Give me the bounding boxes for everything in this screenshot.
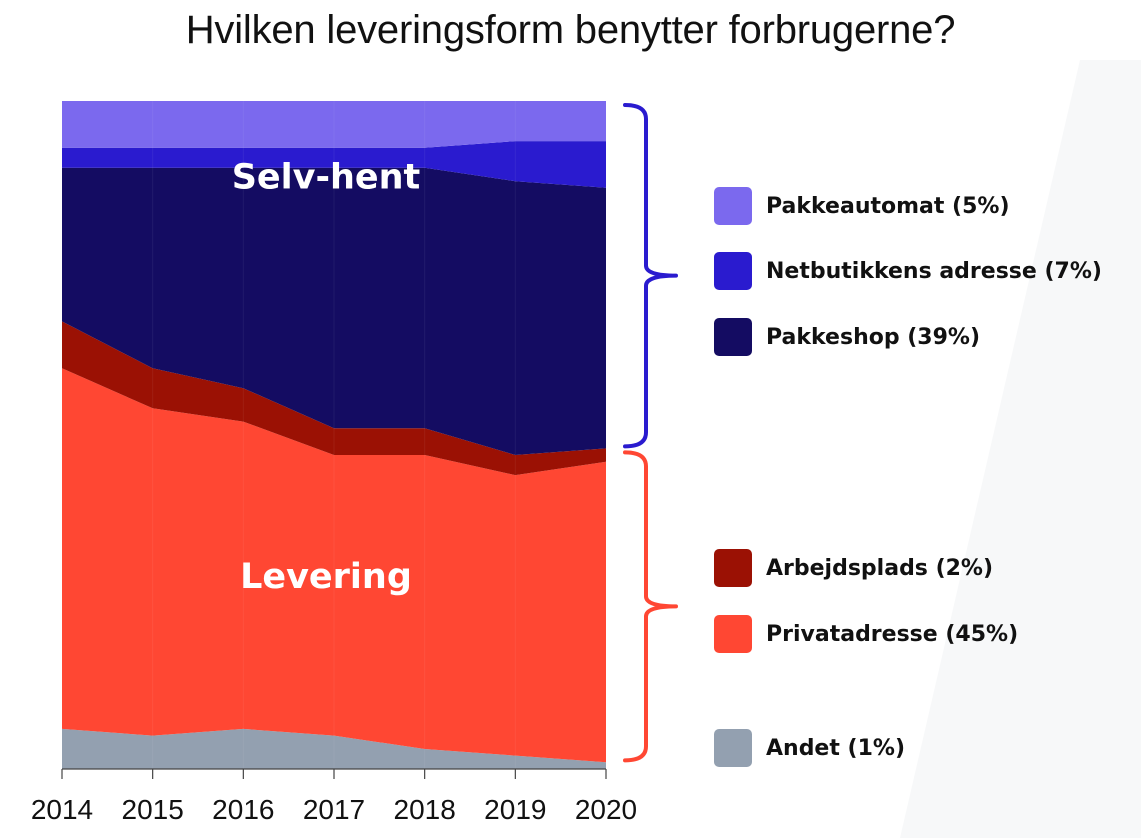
legend-swatch-pakkeautomat [714,187,752,225]
chart-annotations: Selv-hent Levering [232,157,421,597]
legend-item-pakkeshop: Pakkeshop (39%) [714,318,980,356]
legend-item-arbejdsplads: Arbejdsplads (2%) [714,549,993,587]
legend-label-privatadresse: Privatadresse (45%) [766,621,1019,647]
x-tick-label: 2020 [575,794,637,825]
area-andet [62,728,606,769]
x-tick-label: 2017 [303,794,365,825]
legend-swatch-netbutik [714,252,752,290]
legend-item-privatadresse: Privatadresse (45%) [714,615,1018,653]
legend-item-andet: Andet (1%) [714,729,905,767]
legend-swatch-andet [714,729,752,767]
legend-label-pakkeautomat: Pakkeautomat (5%) [766,193,1010,219]
legend-swatch-privatadresse [714,615,752,653]
x-axis: 2014 2015 2016 2017 2018 2019 2020 [31,768,637,825]
legend-item-pakkeautomat: Pakkeautomat (5%) [714,187,1010,225]
legend-swatch-pakkeshop [714,318,752,356]
annotation-selv-hent: Selv-hent [232,157,421,197]
legend-item-netbutik: Netbutikkens adresse (7%) [714,252,1102,290]
legend-swatch-arbejdsplads [714,549,752,587]
legend-label-netbutik: Netbutikkens adresse (7%) [766,258,1102,284]
area-arbejdsplads [62,321,606,476]
area-netbutikkens-adresse [62,141,606,188]
legend: Pakkeautomat (5%) Netbutikkens adresse (… [714,0,1134,838]
area-pakkeshop [62,167,606,456]
group-brackets [623,103,678,763]
x-tick-label: 2019 [484,794,546,825]
area-layers [62,101,606,769]
x-tick-label: 2016 [212,794,274,825]
annotation-levering: Levering [240,557,412,597]
legend-label-arbejdsplads: Arbejdsplads (2%) [766,555,994,581]
bracket-levering [623,450,678,763]
chart-title: Hvilken leveringsform benytter forbruger… [185,8,956,52]
area-pakkeautomat [62,101,606,148]
x-tick-label: 2014 [31,794,93,825]
legend-label-pakkeshop: Pakkeshop (39%) [766,324,981,350]
area-privatadresse [62,368,606,763]
stacked-area-chart: 2014 2015 2016 2017 2018 2019 2020 Selv-hent Le… [31,101,678,825]
x-tick-label: 2015 [122,794,184,825]
bracket-selv-hent [623,103,678,449]
legend-label-andet: Andet (1%) [766,735,905,761]
x-tick-label: 2018 [394,794,456,825]
